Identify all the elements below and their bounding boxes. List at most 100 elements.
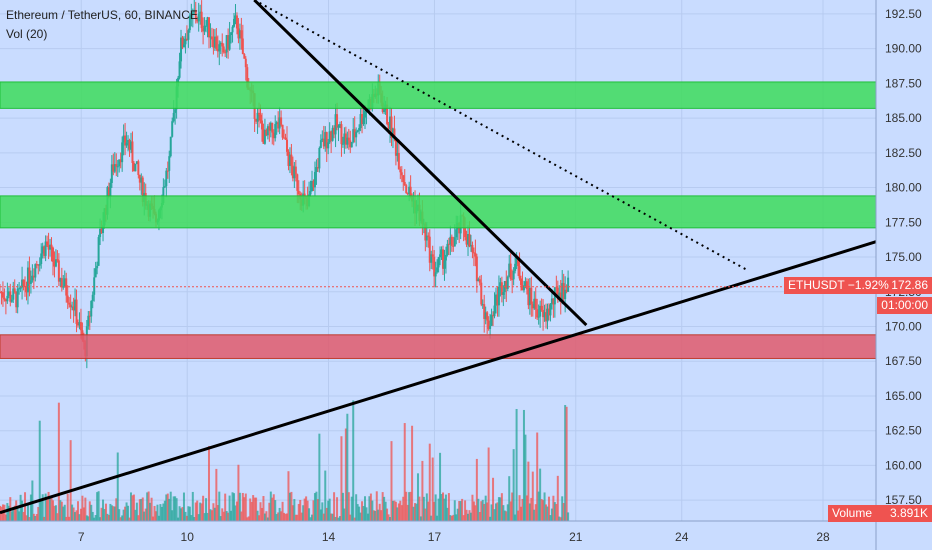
candle-body bbox=[46, 241, 49, 246]
x-tick-label: 10 bbox=[181, 530, 195, 544]
volume-bar bbox=[383, 496, 386, 521]
volume-bar bbox=[418, 496, 421, 521]
volume-bar bbox=[118, 509, 121, 521]
candle-body bbox=[517, 257, 520, 267]
volume-bar bbox=[487, 447, 490, 521]
candle-body bbox=[322, 138, 325, 147]
volume-bar bbox=[447, 493, 450, 521]
candle-body bbox=[309, 191, 312, 195]
candle-body bbox=[396, 153, 399, 156]
candle-body bbox=[37, 264, 40, 266]
volume-bar bbox=[213, 507, 216, 521]
candle-body bbox=[312, 180, 315, 188]
candle-body bbox=[361, 114, 364, 125]
candle-body bbox=[424, 223, 427, 241]
volume-bar bbox=[203, 513, 206, 521]
candle-body bbox=[439, 254, 442, 258]
candle-body bbox=[536, 309, 539, 318]
candle-body bbox=[331, 127, 334, 141]
candle-body bbox=[18, 288, 21, 290]
volume-bar bbox=[375, 491, 378, 521]
volume-bar bbox=[238, 492, 241, 521]
volume-bar bbox=[362, 506, 365, 521]
volume-bar bbox=[54, 505, 57, 521]
volume-bar bbox=[185, 515, 188, 521]
volume-bar bbox=[193, 517, 196, 521]
candle-body bbox=[88, 315, 91, 317]
candle-body bbox=[533, 298, 536, 309]
volume-bar bbox=[555, 504, 558, 521]
volume-bar bbox=[299, 499, 302, 521]
volume-bar bbox=[97, 491, 100, 521]
volume-bar bbox=[462, 515, 465, 521]
volume-bar bbox=[258, 515, 261, 521]
volume-bar bbox=[484, 495, 487, 521]
y-tick-label: 192.50 bbox=[885, 7, 922, 21]
candle-body bbox=[341, 143, 344, 145]
candle-body bbox=[337, 125, 340, 128]
volume-bar bbox=[411, 425, 414, 521]
volume-bar bbox=[100, 507, 103, 521]
candle-body bbox=[340, 124, 343, 145]
volume-bar bbox=[43, 516, 46, 521]
candle-body bbox=[31, 275, 34, 281]
candle-body bbox=[284, 137, 287, 140]
volume-bar bbox=[355, 494, 358, 521]
candle-body bbox=[556, 287, 559, 300]
y-tick-label: 175.00 bbox=[885, 250, 922, 264]
volume-bar bbox=[174, 496, 177, 521]
candle-body bbox=[231, 26, 234, 33]
volume-bar bbox=[499, 497, 502, 521]
volume-bar bbox=[341, 492, 344, 521]
candle-body bbox=[222, 46, 225, 53]
volume-bar bbox=[196, 500, 199, 521]
candle-body bbox=[297, 190, 300, 194]
volume-bar bbox=[177, 517, 180, 521]
x-tick-label: 14 bbox=[322, 530, 336, 544]
volume-bar bbox=[497, 497, 500, 521]
last-price-label: ETHUSDT −1.92% bbox=[788, 278, 889, 292]
volume-bar bbox=[250, 501, 253, 521]
volume-bar bbox=[255, 497, 258, 521]
candle-body bbox=[51, 247, 54, 262]
x-tick-label: 28 bbox=[816, 530, 830, 544]
volume-bar bbox=[140, 498, 143, 521]
candle-body bbox=[68, 302, 71, 305]
volume-bar bbox=[431, 457, 434, 521]
candle-body bbox=[546, 308, 549, 322]
volume-bar bbox=[159, 504, 162, 521]
candle-body bbox=[406, 193, 409, 195]
volume-indicator-label[interactable]: Vol (20) bbox=[6, 27, 48, 41]
candle-body bbox=[453, 237, 456, 247]
candle-body bbox=[549, 304, 552, 316]
volume-bar bbox=[72, 507, 75, 521]
volume-bar bbox=[380, 510, 383, 521]
candle-body bbox=[182, 44, 185, 48]
candle-body bbox=[287, 151, 290, 166]
candle-body bbox=[558, 292, 561, 300]
candle-body bbox=[43, 246, 46, 256]
volume-bar bbox=[542, 500, 545, 521]
volume-bar bbox=[340, 436, 343, 521]
y-tick-label: 167.50 bbox=[885, 354, 922, 368]
volume-bar bbox=[166, 493, 169, 521]
candle-body bbox=[172, 112, 175, 122]
candle-body bbox=[362, 117, 365, 125]
volume-bar bbox=[366, 513, 369, 521]
volume-bar bbox=[365, 507, 368, 521]
volume-bar bbox=[313, 493, 316, 521]
volume-bar bbox=[184, 511, 187, 521]
volume-bar bbox=[412, 506, 415, 521]
volume-bar bbox=[364, 496, 366, 521]
volume-bar bbox=[430, 515, 433, 521]
volume-bar bbox=[268, 502, 271, 521]
volume-bar bbox=[522, 409, 525, 521]
volume-bar bbox=[525, 495, 528, 521]
volume-bar bbox=[212, 503, 215, 521]
volume-bar bbox=[453, 500, 456, 521]
volume-bar bbox=[197, 514, 200, 521]
volume-bar bbox=[190, 515, 193, 521]
candle-body bbox=[324, 132, 327, 147]
volume-bar bbox=[553, 502, 556, 521]
